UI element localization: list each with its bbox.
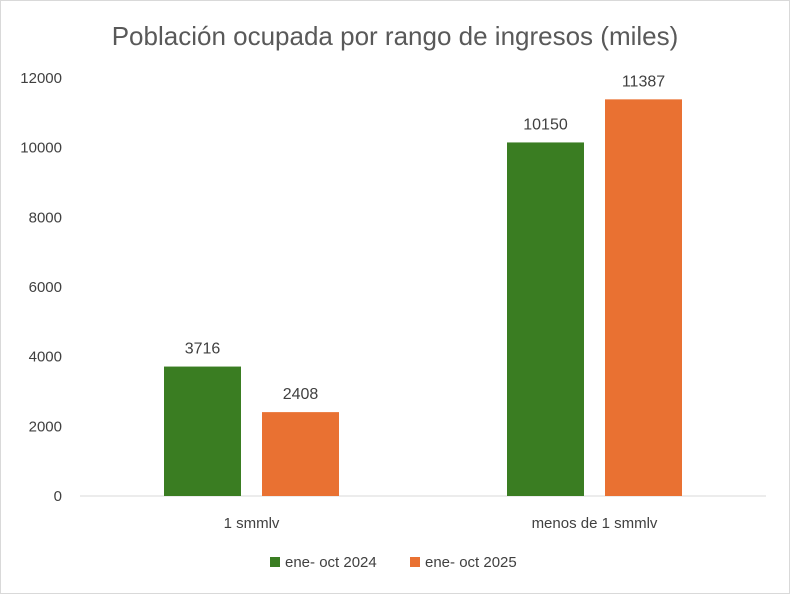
x-axis: 1 smmlv menos de 1 smmlv (80, 495, 766, 532)
x-tick-label: menos de 1 smmlv (532, 515, 658, 532)
data-label: 10150 (523, 116, 568, 133)
y-tick-label: 10000 (20, 140, 62, 157)
bar (605, 99, 682, 496)
y-tick-label: 0 (54, 488, 62, 505)
y-tick-label: 6000 (29, 279, 62, 296)
y-tick-label: 8000 (29, 209, 62, 226)
chart-title: Población ocupada por rango de ingresos … (112, 21, 679, 51)
data-label: 11387 (622, 73, 665, 90)
legend-item: ene- oct 2024 (270, 554, 377, 571)
legend-item: ene- oct 2025 (410, 554, 517, 571)
y-axis: 0 2000 4000 6000 8000 10000 12000 (20, 70, 62, 505)
bar (262, 412, 339, 496)
bars: 3716 2408 10150 11387 (164, 73, 682, 497)
data-label: 3716 (185, 341, 221, 358)
y-tick-label: 12000 (20, 70, 62, 87)
legend-label: ene- oct 2025 (425, 554, 517, 571)
x-tick-label: 1 smmlv (224, 515, 280, 532)
legend: ene- oct 2024 ene- oct 2025 (270, 554, 517, 571)
legend-label: ene- oct 2024 (285, 554, 377, 571)
bar (507, 142, 584, 497)
bar (164, 366, 241, 496)
y-tick-label: 4000 (29, 349, 62, 366)
legend-swatch (410, 557, 420, 567)
data-label: 2408 (283, 386, 319, 403)
legend-swatch (270, 557, 280, 567)
y-tick-label: 2000 (29, 418, 62, 435)
